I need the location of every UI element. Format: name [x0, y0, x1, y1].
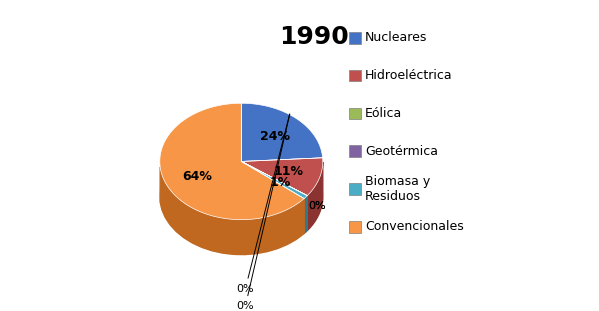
Polygon shape [304, 196, 307, 234]
Text: Convencionales: Convencionales [365, 220, 464, 234]
Text: 11%: 11% [273, 165, 303, 178]
Polygon shape [241, 161, 307, 196]
Text: 0%: 0% [237, 114, 290, 294]
Polygon shape [241, 161, 304, 234]
Polygon shape [241, 161, 307, 196]
Polygon shape [241, 161, 307, 230]
Text: 1990: 1990 [279, 25, 349, 49]
FancyBboxPatch shape [349, 221, 361, 233]
Text: 24%: 24% [260, 129, 290, 142]
Text: Biomasa y
Residuos: Biomasa y Residuos [365, 175, 430, 203]
Text: Hidroeléctrica: Hidroeléctrica [365, 69, 453, 82]
Polygon shape [241, 161, 307, 198]
Polygon shape [307, 162, 323, 230]
Ellipse shape [160, 138, 323, 255]
Polygon shape [160, 167, 304, 254]
Polygon shape [241, 161, 307, 230]
FancyBboxPatch shape [349, 146, 361, 157]
Text: Nucleares: Nucleares [365, 31, 427, 44]
FancyBboxPatch shape [349, 108, 361, 119]
Text: 0%: 0% [308, 201, 326, 211]
Text: 1%: 1% [270, 176, 291, 189]
Text: Eólica: Eólica [365, 107, 403, 120]
Text: 0%: 0% [308, 201, 326, 211]
Text: Geotérmica: Geotérmica [365, 145, 438, 158]
FancyBboxPatch shape [349, 32, 361, 44]
Polygon shape [160, 103, 304, 220]
Polygon shape [241, 161, 304, 234]
Text: 0%: 0% [237, 114, 290, 311]
FancyBboxPatch shape [349, 70, 361, 81]
Text: 64%: 64% [182, 170, 212, 183]
Polygon shape [241, 103, 323, 161]
FancyBboxPatch shape [349, 183, 361, 195]
Polygon shape [241, 158, 323, 196]
